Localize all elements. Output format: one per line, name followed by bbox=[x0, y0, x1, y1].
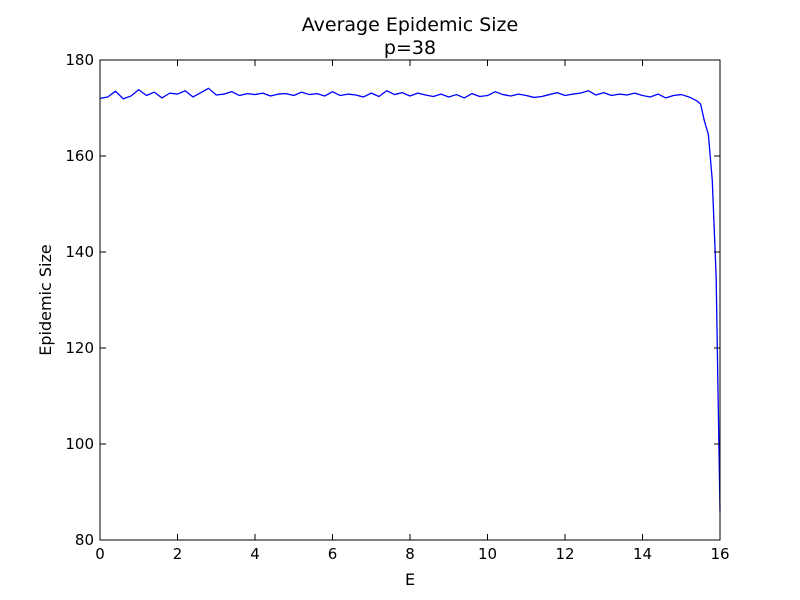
plot-frame bbox=[99, 59, 721, 541]
plot-area bbox=[99, 87, 721, 512]
y-tick-label: 160 bbox=[65, 147, 94, 165]
x-tick-label: 10 bbox=[478, 545, 497, 563]
axis-ticks: 0 2 4 6 8 10 12 14 16 80 100 120 140 160 180 bbox=[65, 51, 729, 563]
x-tick-label: 2 bbox=[173, 545, 183, 563]
y-tick-label: 100 bbox=[65, 435, 94, 453]
series-line-0 bbox=[99, 87, 721, 512]
x-tick-label: 12 bbox=[555, 545, 574, 563]
x-axis-label: E bbox=[405, 570, 415, 589]
y-tick-label: 120 bbox=[65, 339, 94, 357]
x-tick-label: 4 bbox=[250, 545, 260, 563]
y-tick-label: 140 bbox=[65, 243, 94, 261]
y-axis-label: Epidemic Size bbox=[36, 244, 55, 355]
chart-subtitle: p=38 bbox=[384, 37, 436, 59]
x-tick-label: 6 bbox=[328, 545, 338, 563]
x-tick-label: 0 bbox=[95, 545, 105, 563]
chart-title: Average Epidemic Size bbox=[302, 14, 518, 36]
x-tick-label: 16 bbox=[710, 545, 729, 563]
y-tick-label: 80 bbox=[75, 531, 94, 549]
x-tick-label: 14 bbox=[633, 545, 652, 563]
x-tick-label: 8 bbox=[405, 545, 415, 563]
y-tick-label: 180 bbox=[65, 51, 94, 69]
